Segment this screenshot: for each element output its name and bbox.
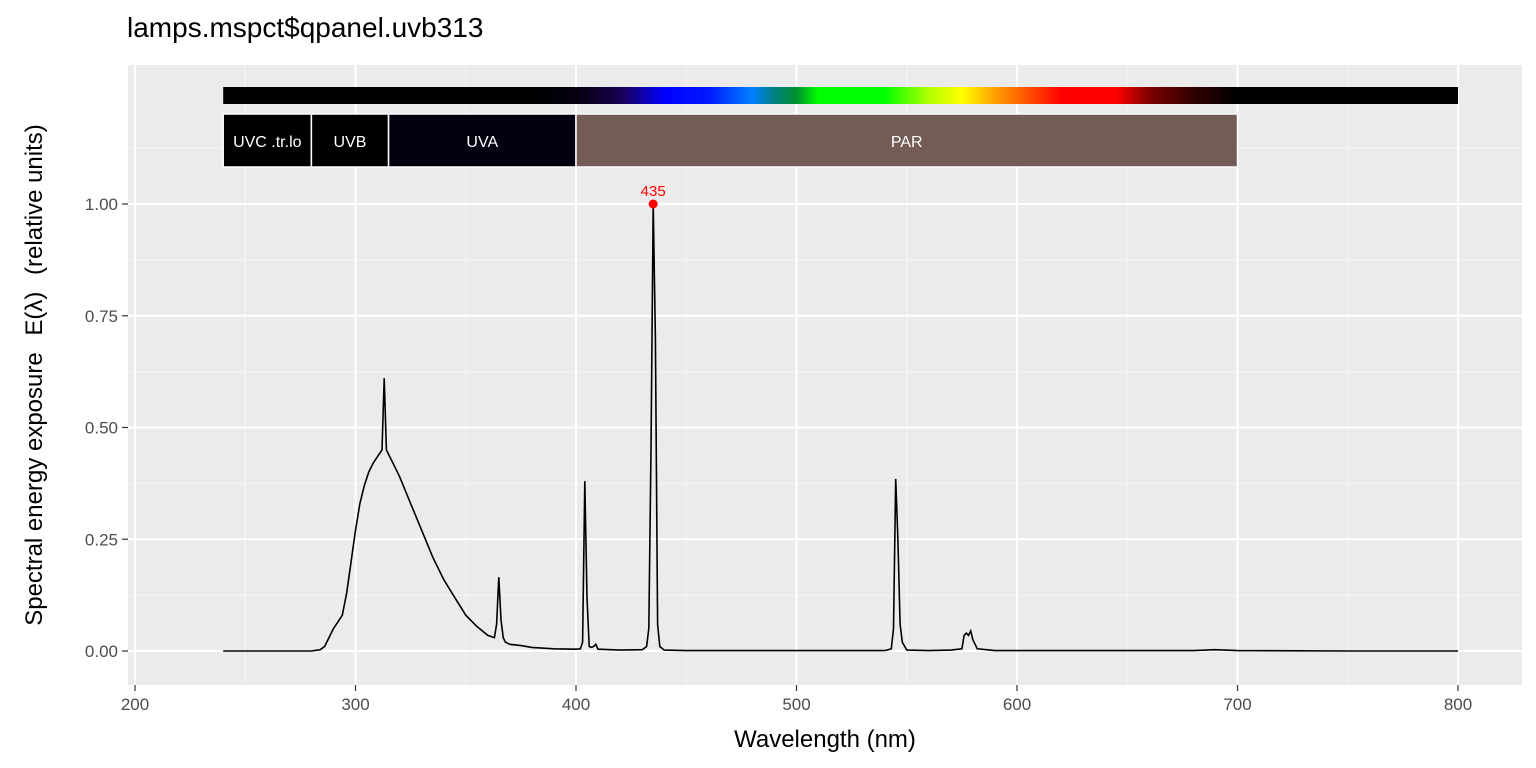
y-axis-title-suffix: (relative units): [21, 124, 48, 275]
x-tick-label: 300: [341, 695, 369, 714]
waveband-uvc-tr-lo: UVC .tr.lo: [222, 113, 313, 168]
y-tick-label: 0.50: [85, 419, 118, 438]
y-tick-label: 0.25: [85, 530, 118, 549]
x-tick-label: 400: [562, 695, 590, 714]
x-tick-label: 500: [782, 695, 810, 714]
waveband-label: UVB: [334, 134, 367, 151]
plot-background: [128, 65, 1522, 685]
waveband-box: [575, 113, 1239, 168]
waveband-par: PAR: [575, 113, 1239, 168]
y-axis-ticks: 0.00 0.25 0.50 0.75 1.00: [85, 195, 128, 661]
x-axis-ticks: 200 300 400 500 600 700 800: [121, 685, 1472, 714]
y-tick-label: 1.00: [85, 195, 118, 214]
peak-label: 435: [641, 183, 666, 200]
x-tick-label: 700: [1223, 695, 1251, 714]
wavelength-color-strip: [223, 87, 1459, 104]
waveband-label: UVC .tr.lo: [233, 134, 302, 151]
peak-point: [648, 199, 658, 209]
chart-title: lamps.mspct$qpanel.uvb313: [127, 12, 484, 43]
waveband-boxes: UVC .tr.lo UVB UVA PAR: [222, 113, 1239, 168]
waveband-label: UVA: [466, 134, 498, 151]
waveband-box: [310, 113, 390, 168]
waveband-uvb: UVB: [310, 113, 390, 168]
y-tick-label: 0.00: [85, 642, 118, 661]
y-axis-title-prefix: Spectral energy exposure: [21, 352, 48, 626]
x-tick-label: 800: [1444, 695, 1472, 714]
x-axis-title: Wavelength (nm): [734, 726, 916, 753]
waveband-box: [387, 113, 577, 168]
waveband-label: PAR: [891, 134, 923, 151]
waveband-uva: UVA: [387, 113, 577, 168]
y-axis-title: Spectral energy exposure E(λ) (relative …: [21, 124, 48, 626]
y-tick-label: 0.75: [85, 307, 118, 326]
x-tick-label: 200: [121, 695, 149, 714]
y-axis-title-symbol: E(λ): [21, 292, 48, 336]
spectrum-line: [223, 203, 1458, 652]
x-tick-label: 600: [1003, 695, 1031, 714]
